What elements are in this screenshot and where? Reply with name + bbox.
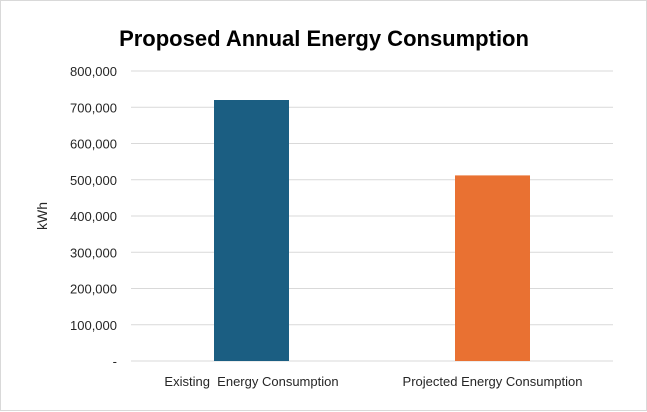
y-axis-ticks: - 100,000 200,000 300,000 400,000 500,000 600,… [70,64,117,369]
x-axis-categories: Existing Energy Consumption Projected Ene… [164,374,582,389]
y-tick-label: - [113,354,117,369]
y-tick-label: 200,000 [70,282,117,297]
chart-title: Proposed Annual Energy Consumption [119,26,529,51]
gridlines [131,70,613,362]
x-category-label: Existing Energy Consumption [164,374,338,389]
y-tick-label: 400,000 [70,209,117,224]
y-tick-label: 100,000 [70,318,117,333]
bar-1 [455,175,530,361]
y-tick-label: 800,000 [70,64,117,79]
x-category-label: Projected Energy Consumption [403,374,583,389]
bar-0 [214,100,289,361]
y-tick-label: 500,000 [70,173,117,188]
bars [214,100,530,361]
y-tick-label: 300,000 [70,245,117,260]
y-tick-label: 700,000 [70,100,117,115]
y-axis-label: kWh [34,202,50,230]
y-tick-label: 600,000 [70,137,117,152]
